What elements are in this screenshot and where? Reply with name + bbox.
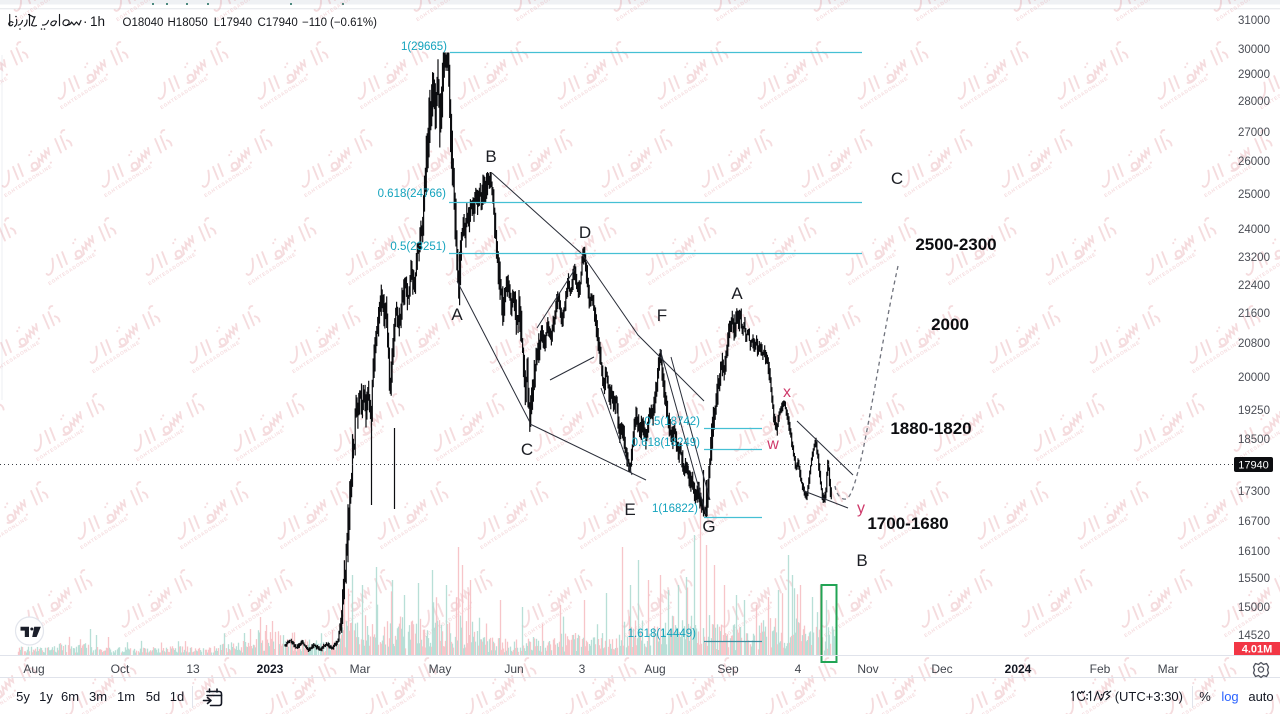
svg-text:H18050: H18050 bbox=[168, 17, 208, 29]
svg-text:B: B bbox=[485, 147, 496, 166]
svg-text:5y: 5y bbox=[16, 689, 30, 704]
svg-text:L17940: L17940 bbox=[214, 17, 252, 29]
svg-text:A: A bbox=[451, 305, 463, 324]
svg-text:25000: 25000 bbox=[1238, 189, 1270, 201]
svg-text:19250: 19250 bbox=[1238, 405, 1270, 417]
svg-text:1m: 1m bbox=[117, 689, 135, 704]
svg-text:auto: auto bbox=[1248, 689, 1273, 704]
svg-text:24000: 24000 bbox=[1238, 224, 1270, 236]
svg-text:x: x bbox=[783, 384, 791, 401]
svg-text:2023: 2023 bbox=[257, 662, 284, 676]
svg-text:13: 13 bbox=[186, 662, 200, 676]
svg-text:O18040: O18040 bbox=[123, 17, 164, 29]
svg-text:14520: 14520 bbox=[1238, 630, 1270, 642]
svg-text:6m: 6m bbox=[61, 689, 79, 704]
svg-text:D: D bbox=[579, 223, 591, 242]
svg-text:A: A bbox=[731, 284, 743, 303]
svg-text:15000: 15000 bbox=[1238, 602, 1270, 614]
svg-text:−110: −110 bbox=[302, 17, 327, 29]
svg-text:17300: 17300 bbox=[1238, 486, 1270, 498]
svg-text:20800: 20800 bbox=[1238, 338, 1270, 350]
svg-text:(−0.61%): (−0.61%) bbox=[330, 17, 377, 29]
svg-text:%: % bbox=[1199, 689, 1211, 704]
svg-text:May: May bbox=[429, 662, 452, 676]
svg-text:C: C bbox=[891, 169, 903, 188]
svg-text:Aug: Aug bbox=[644, 662, 665, 676]
svg-text:2024: 2024 bbox=[1005, 662, 1032, 676]
svg-text:B: B bbox=[856, 551, 867, 570]
svg-text:29000: 29000 bbox=[1238, 69, 1270, 81]
svg-text:3: 3 bbox=[579, 662, 586, 676]
svg-text:17940: 17940 bbox=[1238, 460, 1269, 472]
svg-text:Mar: Mar bbox=[1158, 662, 1179, 676]
svg-text:27000: 27000 bbox=[1238, 127, 1270, 139]
svg-text:22400: 22400 bbox=[1238, 280, 1270, 292]
svg-text:Oct: Oct bbox=[111, 662, 130, 676]
svg-text:1y: 1y bbox=[39, 689, 53, 704]
svg-text:16100: 16100 bbox=[1238, 546, 1270, 558]
svg-text:Jun: Jun bbox=[504, 662, 523, 676]
svg-text:1.618(14449): 1.618(14449) bbox=[628, 628, 697, 640]
svg-text:23200: 23200 bbox=[1238, 252, 1270, 264]
svg-text:G: G bbox=[702, 517, 715, 536]
svg-text:20000: 20000 bbox=[1238, 372, 1270, 384]
svg-text:4.01M: 4.01M bbox=[1242, 644, 1273, 656]
svg-text:Aug: Aug bbox=[23, 662, 44, 676]
svg-text:0.618(18249): 0.618(18249) bbox=[632, 437, 701, 449]
svg-text:21600: 21600 bbox=[1238, 308, 1270, 320]
svg-text:1h: 1h bbox=[90, 14, 105, 29]
svg-text:26000: 26000 bbox=[1238, 156, 1270, 168]
svg-text:log: log bbox=[1221, 689, 1238, 704]
svg-text:y: y bbox=[857, 500, 865, 517]
svg-text:0.5(18742): 0.5(18742) bbox=[644, 416, 700, 428]
svg-text:1d: 1d bbox=[170, 689, 184, 704]
svg-text:Feb: Feb bbox=[1090, 662, 1111, 676]
svg-text:Dec: Dec bbox=[931, 662, 952, 676]
svg-text:1(29665): 1(29665) bbox=[401, 41, 447, 53]
svg-text:Mar: Mar bbox=[350, 662, 371, 676]
svg-text:C17940: C17940 bbox=[258, 17, 298, 29]
svg-text:F: F bbox=[657, 306, 667, 325]
svg-text:16700: 16700 bbox=[1238, 516, 1270, 528]
svg-text:w: w bbox=[766, 436, 779, 453]
svg-text:2000: 2000 bbox=[931, 315, 969, 334]
svg-text:(UTC+3:30): (UTC+3:30) bbox=[1115, 689, 1183, 704]
svg-text:1880-1820: 1880-1820 bbox=[890, 419, 971, 438]
svg-text:E: E bbox=[624, 500, 635, 519]
svg-text:1(16822): 1(16822) bbox=[652, 503, 698, 515]
svg-text:5d: 5d bbox=[146, 689, 160, 704]
svg-text:31000: 31000 bbox=[1238, 15, 1270, 27]
svg-text:Nov: Nov bbox=[857, 662, 878, 676]
svg-text:0.618(24766): 0.618(24766) bbox=[378, 188, 447, 200]
svg-text:18500: 18500 bbox=[1238, 434, 1270, 446]
svg-text:28000: 28000 bbox=[1238, 96, 1270, 108]
svg-text:1700-1680: 1700-1680 bbox=[867, 514, 948, 533]
svg-text:C: C bbox=[521, 440, 533, 459]
svg-text:0.5(23251): 0.5(23251) bbox=[390, 241, 446, 253]
svg-text:15500: 15500 bbox=[1238, 573, 1270, 585]
svg-text:·: · bbox=[83, 14, 88, 29]
svg-text:30000: 30000 bbox=[1238, 44, 1270, 56]
svg-text:4: 4 bbox=[795, 662, 802, 676]
svg-text:2500-2300: 2500-2300 bbox=[915, 235, 996, 254]
svg-text:Sep: Sep bbox=[717, 662, 739, 676]
svg-text:3m: 3m bbox=[89, 689, 107, 704]
